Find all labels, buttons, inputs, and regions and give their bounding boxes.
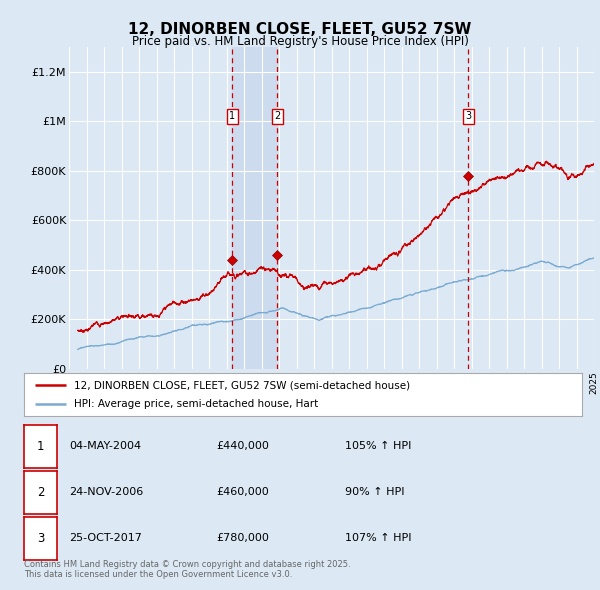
Text: £440,000: £440,000: [216, 441, 269, 451]
Text: Price paid vs. HM Land Registry's House Price Index (HPI): Price paid vs. HM Land Registry's House …: [131, 35, 469, 48]
Text: 2: 2: [37, 486, 44, 499]
Text: 90% ↑ HPI: 90% ↑ HPI: [345, 487, 404, 497]
Text: 3: 3: [465, 112, 471, 122]
Text: HPI: Average price, semi-detached house, Hart: HPI: Average price, semi-detached house,…: [74, 399, 319, 409]
Text: £780,000: £780,000: [216, 533, 269, 543]
Text: 3: 3: [37, 532, 44, 545]
Text: Contains HM Land Registry data © Crown copyright and database right 2025.
This d: Contains HM Land Registry data © Crown c…: [24, 560, 350, 579]
Bar: [232, 47, 277, 369]
Text: 24-NOV-2006: 24-NOV-2006: [69, 487, 143, 497]
Text: £460,000: £460,000: [216, 487, 269, 497]
Text: 25-OCT-2017: 25-OCT-2017: [69, 533, 142, 543]
Text: 1: 1: [229, 112, 236, 122]
Text: 1: 1: [37, 440, 44, 453]
Text: 12, DINORBEN CLOSE, FLEET, GU52 7SW (semi-detached house): 12, DINORBEN CLOSE, FLEET, GU52 7SW (sem…: [74, 381, 410, 391]
Text: 105% ↑ HPI: 105% ↑ HPI: [345, 441, 412, 451]
Text: 04-MAY-2004: 04-MAY-2004: [69, 441, 141, 451]
Text: 107% ↑ HPI: 107% ↑ HPI: [345, 533, 412, 543]
Text: 12, DINORBEN CLOSE, FLEET, GU52 7SW: 12, DINORBEN CLOSE, FLEET, GU52 7SW: [128, 22, 472, 37]
Text: 2: 2: [274, 112, 280, 122]
